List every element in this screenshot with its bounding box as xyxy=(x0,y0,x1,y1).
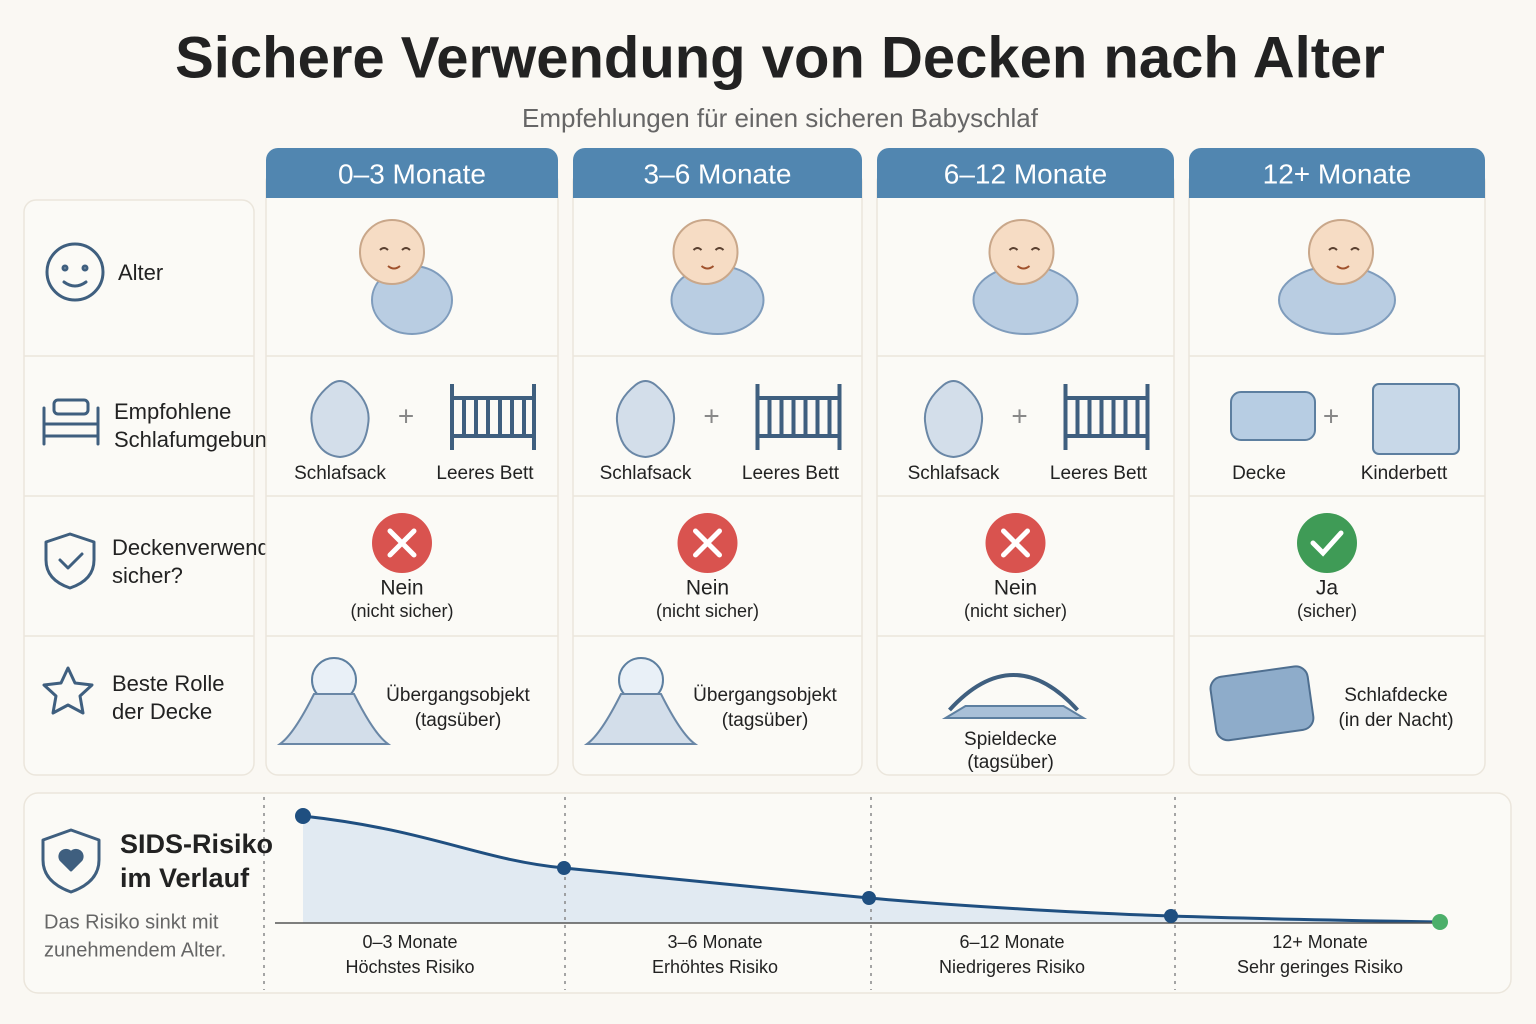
column-header xyxy=(266,148,558,198)
environment-label: Kinderbett xyxy=(1361,463,1448,484)
safety-note: (nicht sicher) xyxy=(656,601,759,621)
row-label: sicher? xyxy=(112,563,183,588)
sids-chart xyxy=(263,797,1448,990)
bed-icon xyxy=(42,398,100,446)
baby-illustration xyxy=(972,219,1079,335)
sids-title: SIDS-Risiko xyxy=(120,829,273,859)
row-label: der Decke xyxy=(112,699,212,724)
row-label: Empfohlene xyxy=(114,399,231,424)
baby-illustration xyxy=(359,219,453,335)
environment-label: Leeres Bett xyxy=(742,463,840,484)
face-icon xyxy=(45,242,105,302)
safety-answer: Ja xyxy=(1316,577,1339,600)
safety-answer: Nein xyxy=(994,577,1037,600)
safety-symbol xyxy=(1001,528,1030,558)
safety-note: (nicht sicher) xyxy=(964,601,1067,621)
row-label: Schlafumgebung xyxy=(114,427,279,452)
safety-badge xyxy=(1297,513,1357,573)
stage-age: 3–6 Monate xyxy=(667,932,762,952)
role-note: (tagsüber) xyxy=(722,710,809,731)
stage-age: 0–3 Monate xyxy=(362,932,457,952)
subtitle: Empfehlungen für einen sicheren Babyschl… xyxy=(522,103,1039,133)
role-note: (in der Nacht) xyxy=(1338,710,1453,731)
stage-risk: Höchstes Risiko xyxy=(345,957,474,977)
column-header-label: 6–12 Monate xyxy=(944,158,1107,189)
safety-symbol xyxy=(693,528,722,558)
sleep-items xyxy=(1230,383,1460,455)
environment-label: Schlafsack xyxy=(294,463,386,484)
environment-label: Schlafsack xyxy=(908,463,1000,484)
safety-answer: Nein xyxy=(686,577,729,600)
sids-description: Das Risiko sinkt mit xyxy=(44,911,219,933)
stage-age: 6–12 Monate xyxy=(959,932,1064,952)
plus: + xyxy=(398,400,414,431)
column-header xyxy=(877,148,1174,198)
plus: + xyxy=(1011,400,1027,431)
role-illustration xyxy=(276,657,392,745)
stage-risk: Erhöhtes Risiko xyxy=(652,957,778,977)
column-header-label: 0–3 Monate xyxy=(338,158,486,189)
row-label: Beste Rolle xyxy=(112,671,225,696)
stage-risk: Niedrigeres Risiko xyxy=(939,957,1085,977)
role-note: (tagsüber) xyxy=(415,710,502,731)
column-header-label: 12+ Monate xyxy=(1263,158,1412,189)
star-icon xyxy=(42,666,94,715)
environment-label: Leeres Bett xyxy=(436,463,534,484)
title: Sichere Verwendung von Decken nach Alter xyxy=(175,25,1385,90)
role-illustration xyxy=(583,657,699,745)
sids-title: im Verlauf xyxy=(120,863,250,893)
safety-symbol xyxy=(387,528,417,558)
safety-note: (sicher) xyxy=(1297,601,1357,621)
environment-label: Schlafsack xyxy=(600,463,692,484)
shield-icon xyxy=(44,532,96,590)
stage-risk: Sehr geringes Risiko xyxy=(1237,957,1403,977)
sids-description: zunehmendem Alter. xyxy=(44,939,226,961)
column-header xyxy=(573,148,862,198)
role-note: (tagsüber) xyxy=(967,752,1054,773)
safety-answer: Nein xyxy=(380,577,423,600)
role-item: Spieldecke xyxy=(964,729,1057,750)
baby-illustration xyxy=(670,219,765,335)
column-header xyxy=(1189,148,1485,198)
plus: + xyxy=(703,400,719,431)
safety-symbol xyxy=(1310,530,1344,557)
row-label-panel xyxy=(23,199,255,776)
baby-illustration xyxy=(1278,219,1396,335)
safety-note: (nicht sicher) xyxy=(350,601,453,621)
role-item: Übergangsobjekt xyxy=(386,685,530,706)
sleep-items xyxy=(310,380,536,459)
environment-label: Decke xyxy=(1232,463,1286,484)
column-header-label: 3–6 Monate xyxy=(644,158,792,189)
role-item: Übergangsobjekt xyxy=(693,685,837,706)
row-label: Alter xyxy=(118,260,163,285)
heart-shield-icon xyxy=(41,828,101,894)
role-illustration xyxy=(1209,665,1315,742)
environment-label: Leeres Bett xyxy=(1050,463,1148,484)
sleep-items xyxy=(923,380,1150,459)
role-illustration xyxy=(941,673,1088,719)
sleep-items xyxy=(615,380,842,459)
plus: + xyxy=(1323,400,1339,431)
role-item: Schlafdecke xyxy=(1344,685,1448,706)
stage-age: 12+ Monate xyxy=(1272,932,1368,952)
